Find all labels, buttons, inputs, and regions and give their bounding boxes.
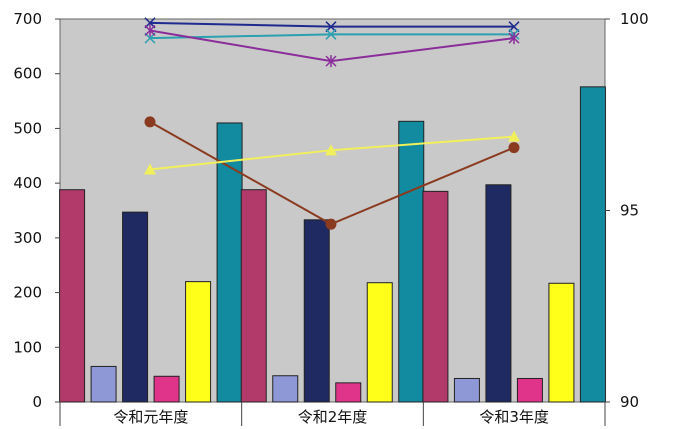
bar-s5-c3 [548,282,575,403]
left-tick-label: 700 [13,10,42,28]
category-label: 令和3年度 [479,408,549,426]
category-label: 令和2年度 [298,408,368,426]
left-tick-label: 300 [13,229,42,247]
left-tick-label: 0 [32,393,42,411]
line-group [144,17,520,230]
left-axis: 0 100 200 300 400 500 600 700 [13,10,60,411]
bar-s1-c1 [59,189,86,403]
bar-s2-c2 [272,375,299,403]
line-point-s1-c2 [325,218,337,230]
bar-s5-c2 [366,282,393,403]
bar-group [59,86,606,403]
bar-s6-c1 [216,122,243,403]
line-point-s5-c1 [144,24,156,37]
right-axis: 90 95 100 [605,10,649,411]
left-tick-label: 500 [13,119,42,137]
bar-s6-c2 [398,120,425,403]
bar-s3-c1 [122,211,149,403]
bar-s1-c3 [422,190,449,403]
bar-s4-c3 [516,377,543,403]
line-point-s2-c2 [325,144,337,156]
right-tick-label: 95 [620,202,639,220]
line-point-s5-c3 [508,32,520,45]
right-tick-label: 100 [620,10,649,28]
category-label: 令和元年度 [113,408,188,426]
bar-s5-c1 [185,281,212,403]
bar-s1-c2 [240,189,267,403]
line-point-s1-c3 [508,142,520,154]
x-axis: 令和元年度 令和2年度 令和3年度 [59,402,606,426]
bar-s3-c2 [303,219,330,403]
right-tick-label: 90 [620,393,639,411]
bar-s2-c1 [90,365,117,403]
line-point-s1-c1 [144,116,156,128]
left-tick-label: 600 [13,65,42,83]
bar-s2-c3 [453,377,480,403]
line-point-s2-c1 [144,163,156,175]
left-tick-label: 200 [13,284,42,302]
line-point-s5-c2 [325,55,337,68]
bar-s4-c2 [335,382,362,403]
plot-area [59,18,606,403]
line-point-s2-c3 [508,130,520,142]
bar-s4-c1 [153,375,180,403]
line-point-s4-c2 [325,28,337,40]
bar-s3-c3 [485,184,512,403]
left-tick-label: 400 [13,174,42,192]
left-tick-label: 100 [13,338,42,356]
bar-s6-c3 [579,86,606,403]
